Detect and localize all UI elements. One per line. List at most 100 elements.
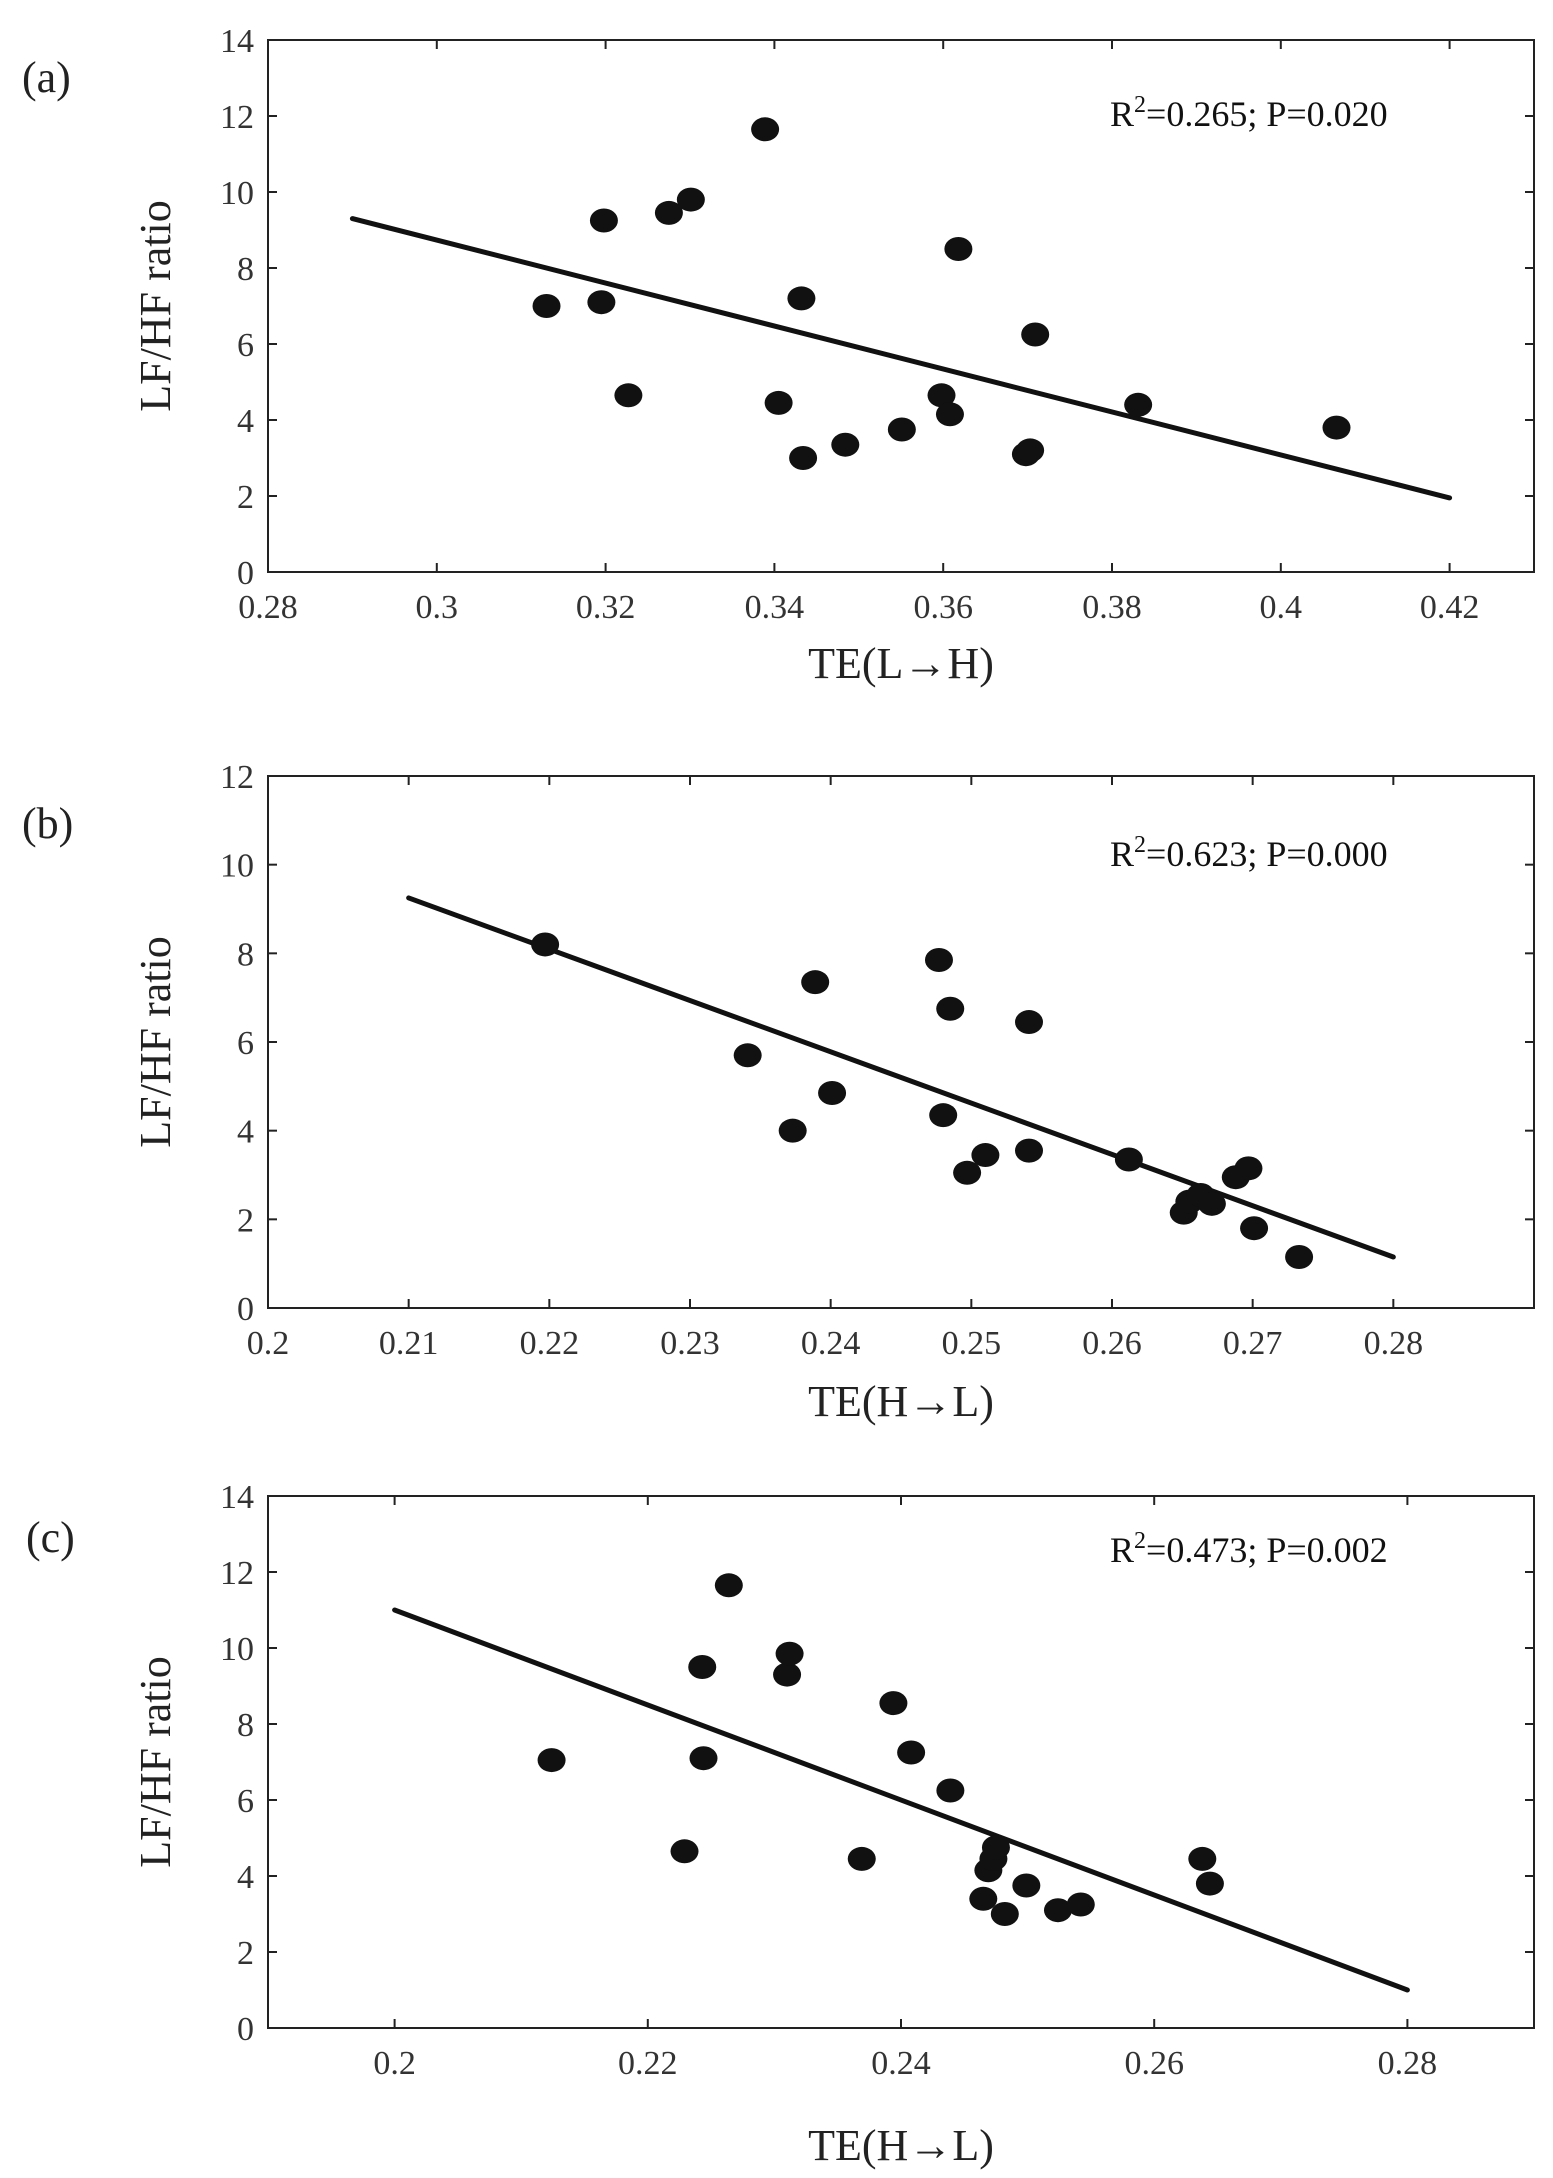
y-tick-label: 8 xyxy=(237,251,254,288)
x-axis-title: TE(L→H) xyxy=(808,639,994,688)
y-tick-label: 10 xyxy=(220,175,254,212)
data-point xyxy=(764,390,793,415)
data-point xyxy=(879,1691,908,1716)
y-tick-label: 6 xyxy=(237,1025,254,1062)
y-tick-label: 6 xyxy=(237,327,254,364)
data-point xyxy=(887,417,916,442)
y-tick-label: 4 xyxy=(237,403,254,440)
data-point xyxy=(654,200,683,225)
data-point xyxy=(1188,1846,1217,1871)
data-point xyxy=(990,1902,1019,1926)
data-point xyxy=(1234,1156,1263,1181)
data-point xyxy=(936,1778,965,1803)
x-tick-label: 0.28 xyxy=(1364,1325,1424,1362)
panel-b: (b) 0.2 0.21 0.22 0.23 0.24 0.25 0.26 0.27 0.28 0 2… xyxy=(22,759,1535,1426)
x-tick-label: 0.27 xyxy=(1223,1325,1283,1362)
y-tick-label: 2 xyxy=(237,1202,254,1239)
data-point xyxy=(1021,322,1050,347)
x-tick-label: 0.4 xyxy=(1260,589,1303,626)
x-tick-label: 0.32 xyxy=(576,589,636,626)
y-tick-label: 12 xyxy=(220,99,254,136)
data-point xyxy=(775,1641,804,1666)
x-tick-label: 0.26 xyxy=(1124,2045,1184,2082)
stats-r-symbol: R xyxy=(1110,1530,1134,1570)
x-tick-label: 0.3 xyxy=(416,589,459,626)
y-tick-label: 8 xyxy=(237,1707,254,1744)
x-tick-label: 0.22 xyxy=(618,2045,678,2082)
data-point xyxy=(897,1740,926,1765)
stats-superscript: 2 xyxy=(1134,1528,1146,1554)
data-point xyxy=(789,446,818,470)
x-tick-label: 0.26 xyxy=(1082,1325,1142,1362)
y-tick-label: 6 xyxy=(237,1783,254,1820)
data-point xyxy=(733,1043,762,1068)
stats-r-symbol: R xyxy=(1110,94,1134,134)
x-tick-label: 0.23 xyxy=(660,1325,720,1362)
stats-values: =0.473; P=0.002 xyxy=(1146,1530,1388,1570)
stats-values: =0.265; P=0.020 xyxy=(1146,94,1388,134)
x-tick-label: 0.34 xyxy=(745,589,805,626)
data-point xyxy=(971,1143,1000,1168)
data-point xyxy=(924,947,953,972)
data-point xyxy=(778,1118,807,1143)
data-point xyxy=(953,1160,982,1185)
x-tick-label: 0.2 xyxy=(247,1325,290,1362)
data-point xyxy=(537,1748,566,1773)
data-point xyxy=(935,402,964,427)
y-tick-label: 2 xyxy=(237,479,254,516)
y-tick-label: 0 xyxy=(237,555,254,592)
y-tick-label: 14 xyxy=(220,1479,254,1516)
y-tick-label: 10 xyxy=(220,1631,254,1668)
stats-superscript: 2 xyxy=(1134,92,1146,118)
data-point xyxy=(1285,1245,1314,1270)
data-point xyxy=(614,383,643,408)
y-tick-label: 0 xyxy=(237,1291,254,1328)
x-tick-label: 0.42 xyxy=(1420,589,1480,626)
data-point xyxy=(1124,392,1153,417)
regression-line xyxy=(349,216,1453,501)
data-point xyxy=(1066,1892,1095,1917)
data-point xyxy=(1114,1147,1143,1172)
stats-annotation: R2=0.265; P=0.020 xyxy=(1110,92,1388,134)
data-point xyxy=(1197,1191,1226,1216)
data-point xyxy=(531,932,560,957)
data-point xyxy=(936,996,965,1021)
regression-line xyxy=(406,895,1396,1260)
stats-superscript: 2 xyxy=(1134,832,1146,858)
data-point xyxy=(818,1080,847,1105)
y-tick-label: 0 xyxy=(237,2011,254,2048)
regression-line xyxy=(392,1607,1410,1993)
x-tick-label: 0.24 xyxy=(871,2045,931,2082)
plot-frame xyxy=(267,1495,1535,2029)
data-point xyxy=(1240,1216,1269,1241)
data-point xyxy=(801,970,830,995)
y-axis-title: LF/HF ratio xyxy=(131,1656,180,1867)
y-axis-title: LF/HF ratio xyxy=(131,200,180,411)
data-point xyxy=(589,208,618,233)
stats-r-symbol: R xyxy=(1110,834,1134,874)
x-axis-title: TE(H→L) xyxy=(808,1377,994,1426)
x-tick-label: 0.2 xyxy=(373,2045,416,2082)
x-tick-label: 0.24 xyxy=(801,1325,861,1362)
data-point xyxy=(847,1846,876,1871)
data-point xyxy=(1322,415,1351,440)
data-point xyxy=(676,187,705,212)
data-point xyxy=(1012,1873,1041,1898)
panel-a: (a) 0.28 0.3 0.32 0.34 0.36 0.38 0.4 0.42 0 2 4 6 8 10… xyxy=(22,23,1535,688)
plot-frame xyxy=(267,39,1535,573)
panel-label: (a) xyxy=(22,53,71,102)
y-tick-label: 8 xyxy=(237,936,254,973)
panel-c: (c) 0.2 0.22 0.24 0.26 0.28 0 2 4 6 8 10 12 14 TE(H→L)… xyxy=(26,1479,1535,2170)
data-point xyxy=(689,1746,718,1771)
y-axis-title: LF/HF ratio xyxy=(131,936,180,1147)
data-point xyxy=(831,432,860,457)
x-tick-label: 0.25 xyxy=(942,1325,1002,1362)
x-tick-label: 0.21 xyxy=(379,1325,439,1362)
y-tick-label: 14 xyxy=(220,23,254,60)
data-point xyxy=(670,1839,699,1864)
stats-annotation: R2=0.473; P=0.002 xyxy=(1110,1528,1388,1570)
stats-annotation: R2=0.623; P=0.000 xyxy=(1110,832,1388,874)
y-tick-label: 10 xyxy=(220,848,254,885)
data-point xyxy=(944,237,973,261)
